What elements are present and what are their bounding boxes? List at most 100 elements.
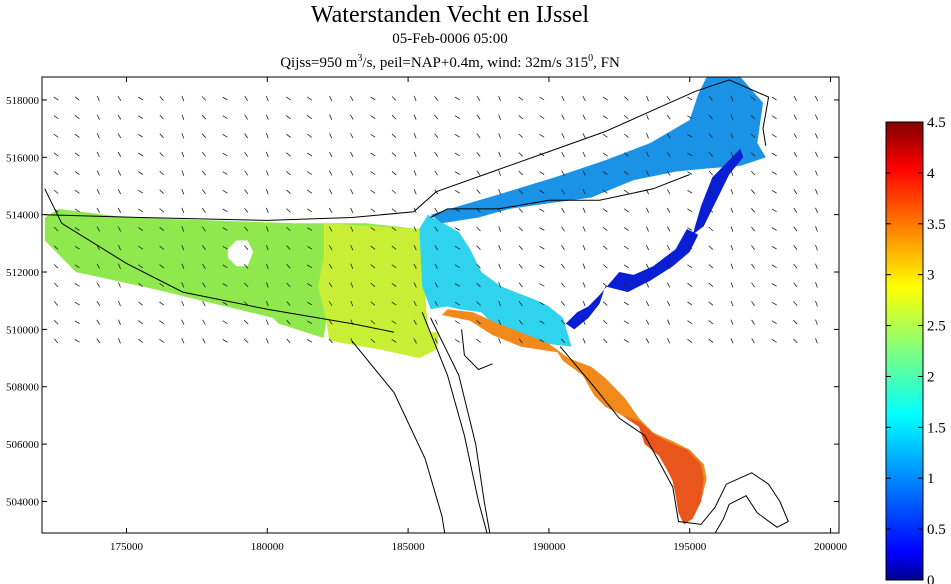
flow-arrow	[687, 189, 693, 194]
flow-arrow	[498, 282, 501, 288]
dike-outline	[421, 312, 488, 533]
flow-arrow	[730, 282, 734, 288]
flow-arrow	[582, 338, 586, 344]
flow-arrow	[454, 208, 460, 213]
flow-arrow	[730, 338, 734, 344]
flow-arrow	[815, 338, 818, 344]
flow-arrow	[350, 207, 354, 214]
flow-arrow	[181, 188, 185, 195]
flow-arrow	[708, 338, 714, 343]
flow-arrow	[286, 170, 291, 176]
flow-arrow	[476, 264, 481, 269]
flow-arrow	[53, 301, 59, 306]
flow-arrow	[771, 115, 777, 119]
flow-arrow	[413, 151, 417, 158]
flow-arrow	[118, 282, 121, 288]
flow-arrow	[815, 207, 818, 214]
flow-arrow	[307, 152, 313, 157]
flow-arrow	[266, 282, 269, 288]
flow-arrow	[391, 226, 397, 232]
flow-arrow	[74, 115, 80, 120]
flow-arrow	[498, 95, 502, 102]
flow-arrow	[202, 338, 206, 344]
flow-arrow	[434, 338, 438, 344]
flow-arrow	[350, 95, 354, 102]
region-wiel-white	[227, 240, 254, 267]
flow-arrow	[814, 114, 819, 120]
flow-arrow	[138, 115, 144, 119]
flow-arrow	[498, 133, 501, 139]
flow-arrow	[454, 338, 460, 343]
flow-arrow	[53, 189, 59, 194]
flow-arrow	[434, 226, 439, 232]
flow-arrow	[498, 338, 502, 344]
flow-arrow	[137, 152, 144, 157]
flow-arrow	[454, 245, 461, 250]
dike-outline	[461, 329, 493, 371]
flow-arrow	[687, 152, 693, 157]
dike-outline	[430, 317, 491, 533]
flow-arrow	[708, 152, 713, 157]
flow-arrow	[391, 189, 397, 194]
flow-arrow	[687, 171, 693, 175]
colorbar-tick-label: 0.5	[927, 522, 946, 538]
dike-outline	[44, 79, 770, 221]
flow-arrow	[623, 227, 629, 231]
flow-arrow	[74, 208, 80, 213]
flow-arrow	[286, 338, 291, 344]
flow-arrow	[138, 227, 144, 231]
flow-arrow	[370, 227, 376, 231]
flow-arrow	[53, 96, 59, 101]
flow-arrow	[265, 207, 269, 214]
flow-arrow	[181, 207, 185, 214]
flow-arrow	[476, 189, 481, 195]
colorbar-tick-label: 3	[927, 268, 935, 284]
flow-arrow	[730, 95, 734, 102]
flow-arrow	[454, 227, 461, 231]
flow-arrow	[667, 319, 671, 325]
flow-arrow	[244, 226, 249, 232]
flow-arrow	[771, 152, 777, 157]
flow-arrow	[793, 226, 798, 232]
flow-arrow	[222, 227, 228, 231]
flow-arrow	[201, 152, 207, 157]
flow-arrow	[181, 319, 185, 325]
flow-arrow	[730, 133, 734, 139]
x-tick-label: 190000	[532, 541, 566, 553]
flow-arrow	[181, 151, 185, 158]
flow-arrow	[793, 207, 798, 213]
flow-arrow	[667, 338, 671, 344]
flow-arrow	[244, 207, 249, 213]
flow-arrow	[730, 207, 734, 214]
flow-arrow	[53, 245, 59, 250]
flow-arrow	[286, 152, 291, 157]
flow-arrow	[265, 95, 269, 102]
flow-arrow	[498, 244, 501, 251]
flow-arrow	[434, 282, 438, 288]
flow-arrow	[751, 319, 755, 325]
flow-arrow	[222, 245, 228, 250]
flow-arrow	[159, 133, 164, 139]
flow-arrow	[159, 114, 164, 120]
flow-arrow	[708, 170, 713, 176]
flow-arrow	[602, 264, 608, 269]
flow-arrow	[74, 171, 80, 176]
flow-arrow	[561, 189, 565, 195]
flow-arrow	[244, 151, 249, 157]
flow-arrow	[815, 244, 818, 251]
x-tick-label: 200000	[814, 541, 848, 553]
flow-arrow	[117, 170, 122, 176]
flow-arrow	[454, 264, 460, 269]
flow-arrow	[751, 245, 756, 251]
flow-arrow	[244, 170, 249, 176]
flow-arrow	[476, 245, 481, 250]
flow-arrow	[646, 95, 649, 102]
flow-arrow	[181, 226, 185, 232]
flow-arrow	[74, 152, 80, 157]
flow-arrow	[413, 226, 417, 232]
flow-arrow	[454, 283, 460, 287]
flow-arrow	[201, 96, 207, 101]
flow-arrow	[602, 133, 608, 138]
params-part2: /s, peil=NAP+0.4m, wind: 32m/s 315	[362, 55, 589, 71]
flow-arrow	[307, 115, 313, 120]
